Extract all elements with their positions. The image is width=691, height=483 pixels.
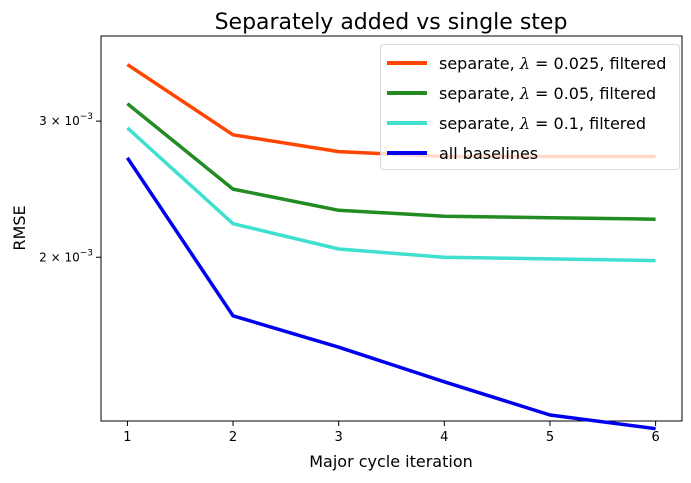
- legend-swatch: [387, 151, 427, 155]
- x-tick-label: 2: [229, 430, 237, 445]
- legend-swatch: [387, 121, 427, 125]
- x-tick-label: 6: [651, 430, 659, 445]
- legend-label: separate, λ = 0.1, filtered: [439, 113, 647, 133]
- legend-label: all baselines: [439, 143, 539, 163]
- chart-title: Separately added vs single step: [215, 10, 568, 35]
- y-tick-label: 2 × 10−3: [39, 248, 93, 264]
- legend-item: all baselines: [387, 139, 538, 167]
- legend-item: separate, λ = 0.05, filtered: [387, 79, 656, 107]
- plot-area: [100, 35, 683, 422]
- legend-label: separate, λ = 0.025, filtered: [439, 53, 667, 73]
- legend-swatch: [387, 61, 427, 65]
- legend: separate, λ = 0.025, filtered separate, λ…: [380, 44, 680, 170]
- y-ticks: 3 × 10−3 2 × 10−3: [39, 112, 101, 264]
- legend-swatch: [387, 91, 427, 95]
- legend-item: separate, λ = 0.1, filtered: [387, 109, 646, 137]
- series-line-2: [126, 102, 656, 221]
- x-axis-label: Major cycle iteration: [309, 452, 473, 471]
- y-tick-label: 3 × 10−3: [39, 112, 93, 128]
- legend-label: separate, λ = 0.05, filtered: [439, 83, 657, 103]
- x-tick-label: 4: [440, 430, 448, 445]
- series-line-4: [125, 156, 656, 431]
- x-tick-label: 1: [123, 430, 131, 445]
- x-tick-label: 5: [546, 430, 554, 445]
- y-axis-label: RMSE: [10, 205, 29, 250]
- legend-item: separate, λ = 0.025, filtered: [387, 49, 666, 77]
- x-tick-label: 3: [335, 430, 343, 445]
- series-line-3: [126, 126, 656, 263]
- x-ticks: 1 2 3 4 5 6: [123, 421, 660, 445]
